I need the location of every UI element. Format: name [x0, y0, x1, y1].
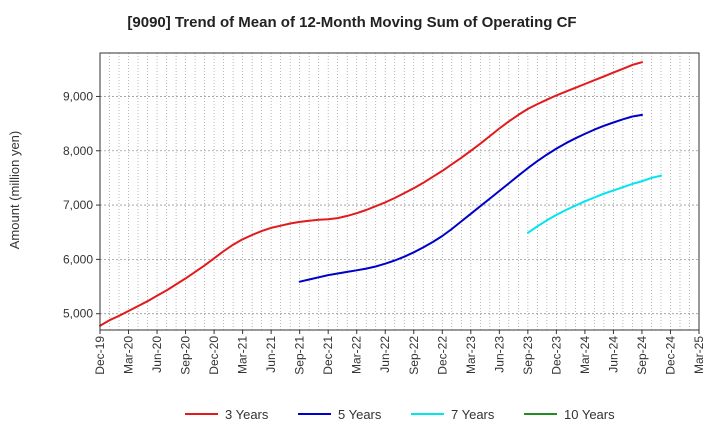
legend-label: 3 Years — [225, 407, 269, 422]
x-tick-label: Mar-25 — [692, 336, 706, 374]
y-tick-label: 9,000 — [63, 89, 93, 103]
x-tick-label: Dec-23 — [549, 336, 563, 375]
legend: 3 Years 5 Years 7 Years 10 Years — [185, 407, 615, 422]
x-tick-label: Mar-21 — [236, 336, 250, 374]
plot-area — [99, 52, 700, 331]
series-line-5-years — [298, 113, 643, 283]
x-tick-label: Sep-21 — [293, 336, 307, 375]
x-tick-label: Mar-24 — [578, 336, 592, 374]
y-axis-label: Amount (million yen) — [7, 131, 22, 250]
x-tick-label: Mar-23 — [464, 336, 478, 374]
legend-label: 10 Years — [564, 407, 615, 422]
y-tick-label: 8,000 — [63, 144, 93, 158]
x-tick-label: Jun-22 — [378, 336, 392, 373]
x-tick-label: Mar-20 — [122, 336, 136, 374]
x-tick-label: Dec-24 — [663, 336, 677, 375]
y-tick-label: 7,000 — [63, 198, 93, 212]
legend-label: 7 Years — [451, 407, 495, 422]
x-tick-label: Dec-21 — [321, 336, 335, 375]
x-tick-label: Jun-21 — [264, 336, 278, 373]
x-tick-label: Sep-20 — [179, 336, 193, 375]
x-tick-label: Dec-22 — [435, 336, 449, 375]
x-tick-label: Mar-22 — [350, 336, 364, 374]
x-tick-labels: Dec-19 Mar-20 Jun-20 Sep-20 Dec-20 Mar-21 Jun-… — [93, 330, 706, 375]
series-lines — [99, 61, 662, 327]
series-line-3-years — [99, 61, 643, 327]
x-tick-label: Sep-23 — [521, 336, 535, 375]
x-tick-label: Jun-23 — [492, 336, 506, 373]
x-tick-label: Jun-24 — [606, 336, 620, 373]
plot-background — [100, 53, 699, 330]
plot-frame — [99, 52, 700, 331]
x-tick-label: Sep-22 — [407, 336, 421, 375]
chart-title: [9090] Trend of Mean of 12-Month Moving … — [127, 14, 576, 31]
legend-label: 5 Years — [338, 407, 382, 422]
x-tick-label: Jun-20 — [150, 336, 164, 373]
series-line-7-years — [526, 174, 662, 234]
x-tick-label: Sep-24 — [635, 336, 649, 375]
x-tick-label: Dec-20 — [207, 336, 221, 375]
y-tick-label: 6,000 — [63, 252, 93, 266]
y-tick-labels: 5,000 6,000 7,000 8,000 9,000 — [63, 89, 100, 321]
x-tick-label: Dec-19 — [93, 336, 107, 375]
vertical-gridlines — [109, 53, 690, 330]
y-tick-label: 5,000 — [63, 307, 93, 321]
